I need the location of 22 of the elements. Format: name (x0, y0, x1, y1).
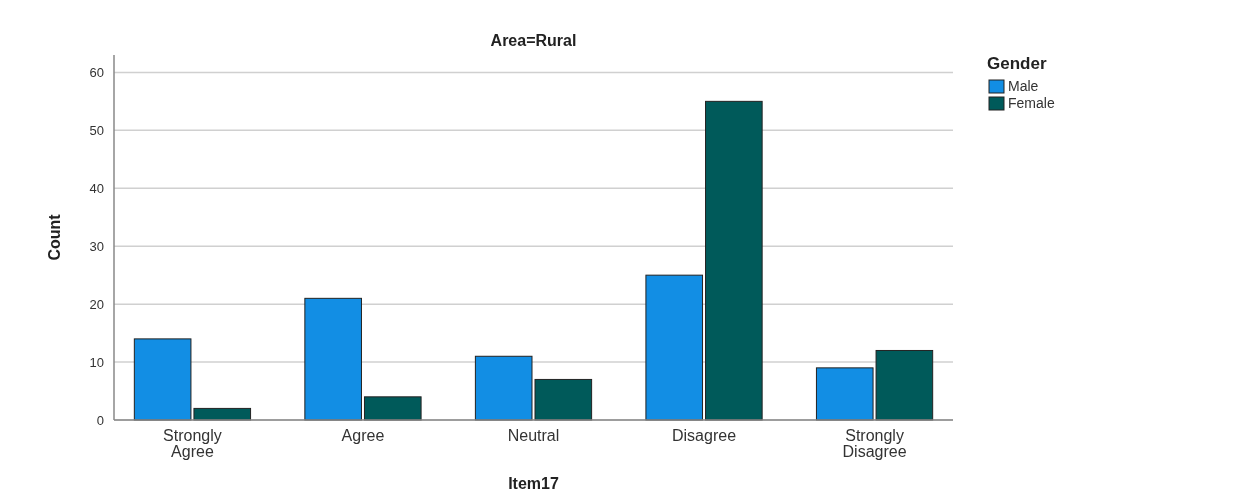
bar (645, 274, 704, 421)
x-axis-title: Item17 (508, 475, 559, 492)
x-tick-label: Disagree (672, 427, 737, 444)
bar (363, 396, 422, 421)
y-tick-label: 0 (96, 412, 104, 428)
legend-label: Female (1008, 95, 1055, 111)
y-tick-label: 60 (89, 64, 104, 80)
legend-label: Male (1008, 78, 1039, 94)
x-tick-label: Agree (341, 427, 385, 444)
x-tick-label: Strongly Disagree (842, 427, 907, 460)
bar (705, 100, 763, 421)
chart-title: Area=Rural (490, 32, 577, 49)
y-tick-label: 10 (89, 354, 104, 370)
bar (304, 297, 362, 421)
x-tick-label: Strongly Agree (163, 427, 222, 460)
y-tick-label: 20 (89, 296, 104, 312)
x-tick-label: Neutral (507, 427, 560, 444)
legend-title: Gender (987, 54, 1047, 73)
y-axis-title: Count (46, 213, 63, 261)
y-tick-label: 30 (89, 238, 104, 254)
y-tick-label: 40 (89, 180, 104, 196)
y-tick-label: 50 (89, 122, 104, 138)
